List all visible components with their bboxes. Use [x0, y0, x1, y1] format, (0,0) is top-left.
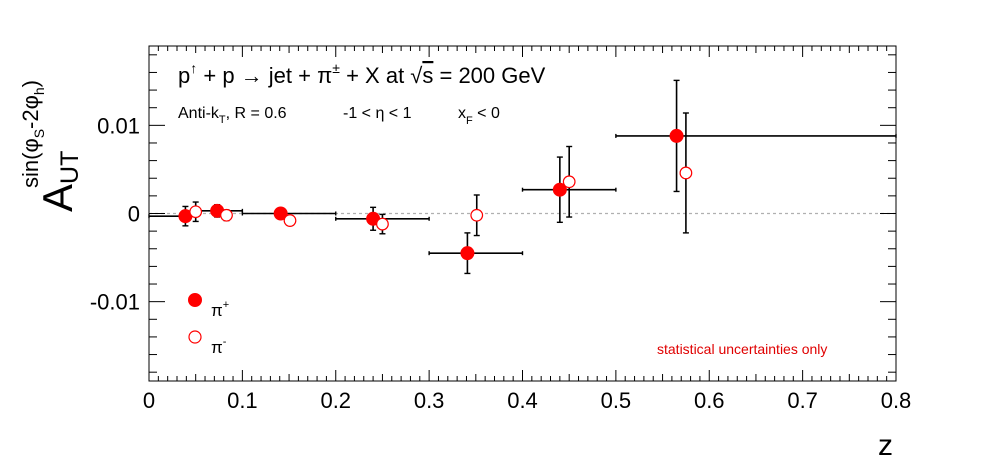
legend-marker-pi-plus	[188, 293, 202, 307]
x-axis-label: z	[878, 429, 893, 462]
stat-uncertainty-note: statistical uncertainties only	[657, 341, 827, 357]
y-label-A-sub: UT	[56, 151, 84, 184]
x-tick-label: 0.7	[787, 388, 818, 413]
pi-minus-point	[283, 214, 297, 227]
x-tick-label: 0	[143, 388, 155, 413]
y-label-main: AUT	[34, 151, 84, 212]
title-p: p	[178, 63, 190, 88]
legend-pi-plus-name: π	[211, 301, 223, 320]
subtitle-radius: , R = 0.6	[226, 105, 287, 122]
title-p-sup: ↑	[190, 60, 197, 76]
legend-label-pi-plus: π+	[211, 299, 229, 320]
y-sup-mid: -2φ	[18, 95, 43, 129]
pi-minus-point	[562, 175, 576, 189]
data-markers	[178, 128, 693, 261]
pi-minus-point	[470, 208, 484, 222]
pi-plus-point	[552, 182, 567, 197]
subtitle-eta: -1 < η < 1	[343, 105, 412, 122]
x-tick-label: 0.8	[881, 388, 912, 413]
pi-minus-point	[220, 208, 233, 222]
legend-marker-pi-minus	[188, 330, 202, 344]
legend-label-pi-minus: π-	[211, 336, 227, 357]
tick-labels: 0 0.1 0.2 0.3 0.4 0.5 0.6 0.7 0.8 -0.01 0 0.01	[90, 113, 911, 413]
subtitle-xf: xF < 0	[458, 105, 500, 127]
x-tick-label: 0.2	[320, 388, 351, 413]
subtitle-anti: Anti-k	[178, 105, 220, 122]
pi-minus-point	[376, 217, 389, 231]
title-rest3: = 200 GeV	[433, 63, 545, 88]
title-sqrt: √	[410, 63, 423, 88]
y-sup-close: )	[18, 80, 43, 87]
y-sup-h: h	[31, 87, 47, 95]
subtitle-xf-x: x	[458, 105, 466, 122]
chart-title: p↑ + p → jet + π± + X at √s = 200 GeV	[178, 60, 546, 88]
title-rest1: + p → jet + π	[197, 63, 332, 88]
subtitle-xf-rest: < 0	[473, 105, 500, 122]
legend: π+ π-	[188, 293, 229, 357]
legend-pi-minus-sup: -	[223, 336, 227, 348]
chart-subtitle: Anti-kT, R = 0.6	[178, 105, 287, 126]
x-tick-label: 0.1	[227, 388, 258, 413]
subtitle-anti-sub: T	[219, 114, 226, 126]
y-sup-open: sin(φ	[18, 138, 43, 188]
legend-pi-minus-name: π	[211, 338, 223, 357]
title-rest2: + X at	[340, 63, 410, 88]
y-label-superscript: sin(φS-2φh)	[18, 80, 47, 188]
y-tick-label: -0.01	[90, 290, 140, 315]
x-tick-label: 0.6	[694, 388, 725, 413]
legend-pi-plus-sup: +	[223, 299, 229, 311]
y-tick-label: 0	[128, 202, 140, 227]
title-s: s	[422, 63, 433, 88]
pi-minus-point	[679, 166, 693, 180]
pi-plus-point	[273, 206, 288, 221]
y-tick-label: 0.01	[97, 113, 140, 138]
title-pi-sup: ±	[332, 60, 340, 76]
y-sup-S: S	[31, 129, 47, 138]
axis-ticks	[148, 46, 897, 381]
pi-minus-point	[189, 205, 203, 219]
subtitle-xf-sub: F	[466, 115, 473, 127]
x-tick-label: 0.3	[414, 388, 445, 413]
x-tick-label: 0.5	[601, 388, 632, 413]
y-label-A: A	[34, 184, 81, 212]
pi-plus-point	[460, 246, 475, 261]
y-axis-label: AUT sin(φS-2φh)	[18, 80, 84, 212]
pi-plus-point	[669, 128, 684, 143]
x-tick-label: 0.4	[507, 388, 538, 413]
